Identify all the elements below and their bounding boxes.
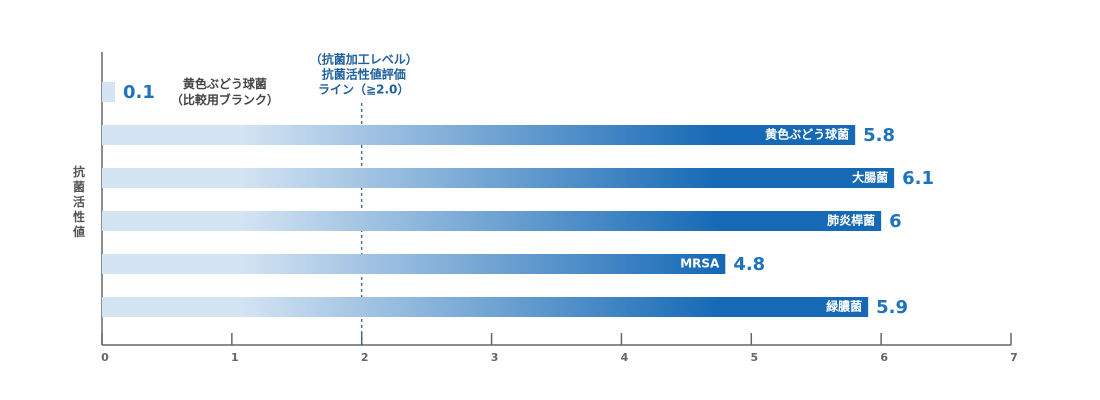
- category-label: 緑膿菌: [826, 299, 862, 314]
- x-tick-label: 1: [231, 351, 239, 364]
- category-label: MRSA: [680, 257, 720, 271]
- value-label: 5.8: [863, 125, 895, 146]
- y-axis-label: 抗菌活性値: [72, 164, 85, 239]
- value-label: 6.1: [902, 168, 934, 189]
- x-tick-label: 7: [1010, 351, 1018, 364]
- value-label: 5.9: [876, 297, 908, 318]
- reference-annotation: （抗菌加工レベル）: [310, 52, 418, 67]
- x-tick-label: 4: [621, 351, 629, 364]
- bar: [102, 297, 869, 317]
- reference-annotation: ライン（≧2.0）: [318, 82, 409, 97]
- value-label: 6: [889, 211, 902, 232]
- reference-annotation: 抗菌活性値評価: [322, 67, 406, 82]
- bar: [102, 125, 856, 145]
- x-tick-label: 5: [750, 351, 758, 364]
- category-label: 黄色ぶどう球菌: [765, 127, 849, 142]
- x-tick-label: 3: [491, 351, 499, 364]
- category-label: 大腸菌: [852, 170, 888, 185]
- bar: [102, 254, 726, 274]
- value-label: 4.8: [733, 254, 765, 275]
- x-tick-label: 0: [101, 351, 109, 364]
- x-tick-label: 2: [361, 351, 369, 364]
- category-label: 肺炎桿菌: [827, 213, 875, 228]
- bar: [102, 82, 115, 102]
- bar: [102, 168, 895, 188]
- value-label: 0.1: [123, 82, 155, 103]
- bar: [102, 211, 882, 231]
- x-tick-label: 6: [880, 351, 888, 364]
- category-label: 黄色ぶどう球菌（比較用ブランク）: [171, 76, 279, 107]
